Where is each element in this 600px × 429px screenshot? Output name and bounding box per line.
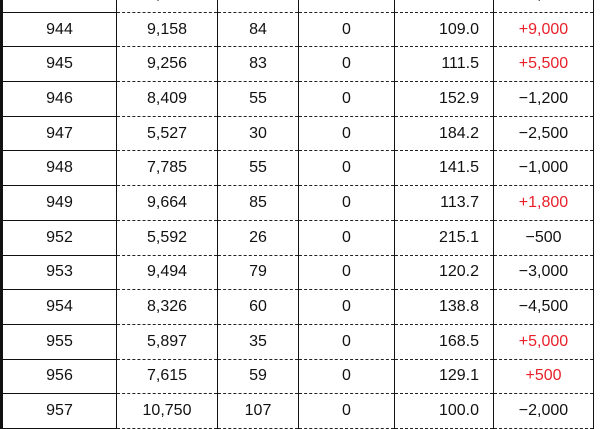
table-cell: 9,664 xyxy=(116,185,218,221)
table-cell: 107 xyxy=(217,393,299,429)
table-cell: 59 xyxy=(217,358,299,395)
table-cell: 152.9 xyxy=(394,81,494,117)
table-cell: 0 xyxy=(298,11,395,48)
table-cell: 35 xyxy=(217,323,299,360)
table-cell: 0 xyxy=(298,0,395,13)
table-cell: 7,615 xyxy=(116,358,218,395)
table-cell: 9,250 xyxy=(116,0,218,13)
table-cell: 943 xyxy=(0,0,117,13)
table-cell: 30 xyxy=(217,115,299,152)
table-cell: +500 xyxy=(493,358,594,395)
table-row: 956 7,615 59 0 129.1 +500 xyxy=(0,358,594,395)
table-cell: 9,256 xyxy=(116,46,218,83)
table-cell: 85 xyxy=(217,185,299,221)
table-cell: 113.7 xyxy=(394,185,494,221)
table-row: 948 7,785 55 0 141.5 −1,000 xyxy=(0,150,594,187)
table-cell: 184.2 xyxy=(394,115,494,152)
table-row: 9439,250480182.7−3,000 xyxy=(0,0,594,13)
table-cell: 8,326 xyxy=(116,289,218,325)
table-cell: 945 xyxy=(0,46,117,83)
table-cell: 111.5 xyxy=(394,46,494,83)
table-cell: 948 xyxy=(0,150,117,187)
table-cell: −3,000 xyxy=(493,254,594,291)
table-cell: 109.0 xyxy=(394,11,494,48)
table-cell: 5,527 xyxy=(116,115,218,152)
table-cell: +5,000 xyxy=(493,323,594,360)
table-cell: 55 xyxy=(217,150,299,187)
table-cell: +9,000 xyxy=(493,11,594,48)
table-cell: 0 xyxy=(298,358,395,395)
table-cell: 7,785 xyxy=(116,150,218,187)
table-row: 952 5,592 26 0 215.1 −500 xyxy=(0,219,594,256)
table-cell: 0 xyxy=(298,254,395,291)
table-cell: 9,494 xyxy=(116,254,218,291)
table-cell: 0 xyxy=(298,115,395,152)
table-cell: −2,500 xyxy=(493,115,594,152)
table-cell: 48 xyxy=(217,0,299,13)
table-cell: 55 xyxy=(217,81,299,117)
table-cell: 215.1 xyxy=(394,219,494,256)
table-row: 955 5,897 35 0 168.5 +5,000 xyxy=(0,323,594,360)
table-row: 947 5,527 30 0 184.2 −2,500 xyxy=(0,115,594,152)
table-cell: 947 xyxy=(0,115,117,152)
table-cell: 949 xyxy=(0,185,117,221)
table-cell: 946 xyxy=(0,81,117,117)
table-cell: 168.5 xyxy=(394,323,494,360)
table-cell: −1,000 xyxy=(493,150,594,187)
table-cell: 182.7 xyxy=(394,0,494,13)
table-cell: 5,897 xyxy=(116,323,218,360)
table-cell: 79 xyxy=(217,254,299,291)
table-cell: −500 xyxy=(493,219,594,256)
table-row: 949 9,664 85 0 113.7 +1,800 xyxy=(0,185,594,221)
table-cell: 60 xyxy=(217,289,299,325)
table-cell: 0 xyxy=(298,150,395,187)
table-cell: 0 xyxy=(298,323,395,360)
table-cell: 120.2 xyxy=(394,254,494,291)
table-cell: −1,200 xyxy=(493,81,594,117)
table-cell: 0 xyxy=(298,289,395,325)
table-row: 953 9,494 79 0 120.2 −3,000 xyxy=(0,254,594,291)
table-cell: 0 xyxy=(298,219,395,256)
table-cell: 141.5 xyxy=(394,150,494,187)
table-cell: 952 xyxy=(0,219,117,256)
table-row: 954 8,326 60 0 138.8 −4,500 xyxy=(0,289,594,325)
table-row: 944 9,158 84 0 109.0 +9,000 xyxy=(0,11,594,48)
table-cell: 83 xyxy=(217,46,299,83)
table-cell: 957 xyxy=(0,393,117,429)
table-cell: 944 xyxy=(0,11,117,48)
table-cell: 953 xyxy=(0,254,117,291)
table-row: 946 8,409 55 0 152.9 −1,200 xyxy=(0,81,594,117)
table-cell: 138.8 xyxy=(394,289,494,325)
table-cell: −2,000 xyxy=(493,393,594,429)
table-cell: 956 xyxy=(0,358,117,395)
table-cell: 955 xyxy=(0,323,117,360)
table-cell: 84 xyxy=(217,11,299,48)
table-cell: 129.1 xyxy=(394,358,494,395)
table-cell: 100.0 xyxy=(394,393,494,429)
table-cell: 0 xyxy=(298,185,395,221)
table-row: 945 9,256 83 0 111.5 +5,500 xyxy=(0,46,594,83)
table-cell: −3,000 xyxy=(493,0,594,13)
table-cell: +1,800 xyxy=(493,185,594,221)
table-row: 957 10,750 107 0 100.0 −2,000 xyxy=(0,393,594,429)
table-cell: 5,592 xyxy=(116,219,218,256)
table-cell: 10,750 xyxy=(116,393,218,429)
table-cell: +5,500 xyxy=(493,46,594,83)
table-cell: 0 xyxy=(298,81,395,117)
table-cell: 9,158 xyxy=(116,11,218,48)
table-cell: 0 xyxy=(298,46,395,83)
table-cell: 954 xyxy=(0,289,117,325)
table-cell: 8,409 xyxy=(116,81,218,117)
table-cell: 0 xyxy=(298,393,395,429)
table-cell: 26 xyxy=(217,219,299,256)
table-cell: −4,500 xyxy=(493,289,594,325)
